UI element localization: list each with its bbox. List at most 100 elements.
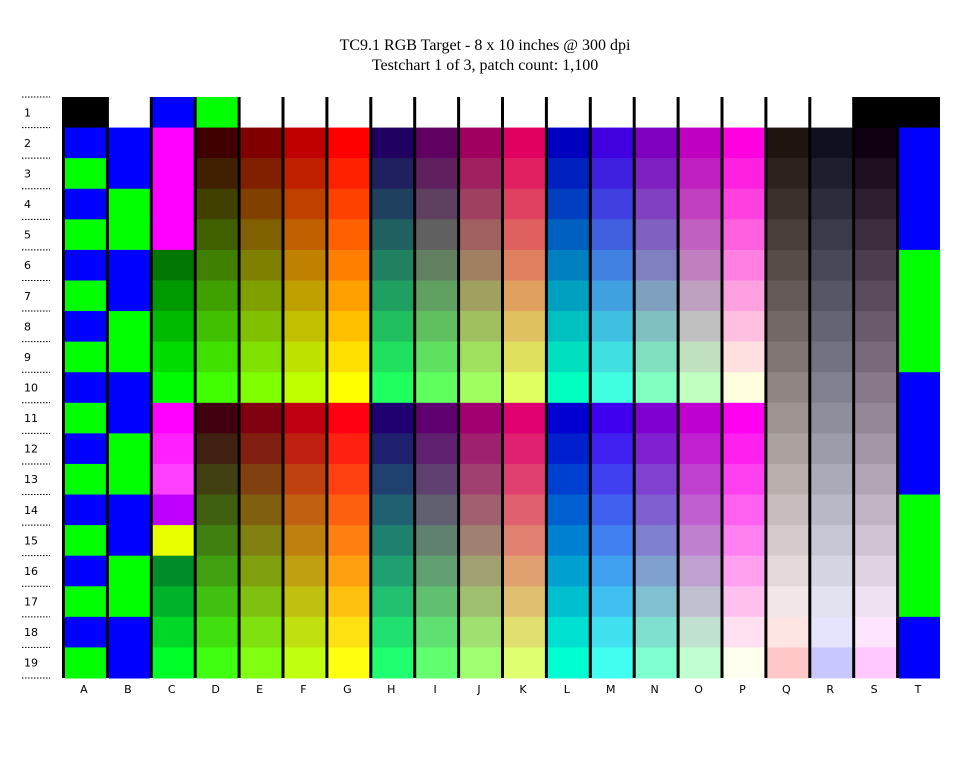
color-patch <box>196 647 238 679</box>
color-patch <box>108 616 150 648</box>
color-patch <box>899 97 940 129</box>
color-patch <box>284 463 326 496</box>
color-patch <box>416 97 458 129</box>
color-patch <box>65 127 106 159</box>
color-patch <box>328 525 370 557</box>
color-patch <box>591 97 633 129</box>
column-label: I <box>434 683 437 696</box>
color-patch <box>504 372 545 404</box>
color-patch <box>240 249 282 281</box>
color-patch <box>460 463 501 496</box>
color-patch <box>372 555 414 587</box>
color-patch <box>899 341 940 373</box>
color-patch <box>899 249 940 281</box>
color-patch <box>460 402 501 434</box>
color-patch <box>108 188 150 220</box>
color-patch <box>240 311 282 343</box>
color-patch <box>65 158 106 190</box>
color-patch <box>196 311 238 343</box>
color-patch <box>240 402 282 434</box>
color-patch <box>811 127 853 159</box>
column-label: A <box>80 683 88 696</box>
color-patch <box>240 586 282 618</box>
color-patch <box>416 127 458 159</box>
color-patch <box>284 188 326 220</box>
color-patch <box>196 616 238 648</box>
color-patch <box>547 219 589 251</box>
color-patch <box>284 525 326 557</box>
color-patch <box>416 616 458 648</box>
color-patch <box>372 127 414 159</box>
color-patch <box>284 311 326 343</box>
row-label: 16 <box>24 565 38 578</box>
color-patch <box>591 219 633 251</box>
color-patch <box>328 219 370 251</box>
color-patch <box>547 311 589 343</box>
color-patch <box>811 219 853 251</box>
color-patch <box>635 433 677 465</box>
color-patch <box>547 555 589 587</box>
color-patch <box>152 158 194 190</box>
color-patch <box>899 188 940 220</box>
color-patch <box>152 341 194 373</box>
color-patch <box>723 555 765 587</box>
color-patch <box>591 341 633 373</box>
color-patch <box>723 616 765 648</box>
color-patch <box>240 188 282 220</box>
color-patch <box>635 158 677 190</box>
color-patch <box>240 555 282 587</box>
color-patch <box>767 433 809 465</box>
color-patch <box>460 494 501 526</box>
color-patch <box>108 433 150 465</box>
color-patch <box>196 127 238 159</box>
color-patch <box>547 586 589 618</box>
color-patch <box>372 433 414 465</box>
row-label: 4 <box>24 198 31 211</box>
color-patch <box>328 280 370 312</box>
color-patch <box>240 341 282 373</box>
color-patch <box>811 555 853 587</box>
color-patch <box>372 525 414 557</box>
color-patch <box>504 555 545 587</box>
color-patch <box>284 219 326 251</box>
column-label: H <box>387 683 395 696</box>
color-patch <box>65 188 106 220</box>
color-patch <box>767 249 809 281</box>
column-label: D <box>211 683 219 696</box>
color-patch <box>372 586 414 618</box>
color-patch <box>723 586 765 618</box>
color-patch <box>65 616 106 648</box>
color-patch <box>328 311 370 343</box>
color-patch <box>504 311 545 343</box>
color-patch <box>372 97 414 129</box>
color-patch <box>635 586 677 618</box>
color-patch <box>416 463 458 496</box>
color-patch <box>591 311 633 343</box>
color-patch <box>855 402 897 434</box>
color-patch <box>65 494 106 526</box>
color-patch <box>65 372 106 404</box>
color-patch <box>65 341 106 373</box>
title: TC9.1 RGB Target - 8 x 10 inches @ 300 d… <box>340 37 631 54</box>
color-patch <box>899 647 940 679</box>
color-patch <box>152 494 194 526</box>
color-patch <box>899 402 940 434</box>
color-patch <box>635 616 677 648</box>
color-patch <box>65 555 106 587</box>
color-patch <box>591 616 633 648</box>
color-patch <box>240 219 282 251</box>
color-patch <box>591 188 633 220</box>
color-patch <box>372 158 414 190</box>
color-patch <box>416 280 458 312</box>
color-patch <box>811 402 853 434</box>
color-patch <box>372 219 414 251</box>
color-patch <box>284 616 326 648</box>
color-patch <box>635 280 677 312</box>
color-patch <box>328 249 370 281</box>
color-patch <box>196 341 238 373</box>
color-patch <box>723 219 765 251</box>
column-label: F <box>300 683 306 696</box>
color-patch <box>899 586 940 618</box>
column-label: L <box>564 683 571 696</box>
color-patch <box>723 249 765 281</box>
